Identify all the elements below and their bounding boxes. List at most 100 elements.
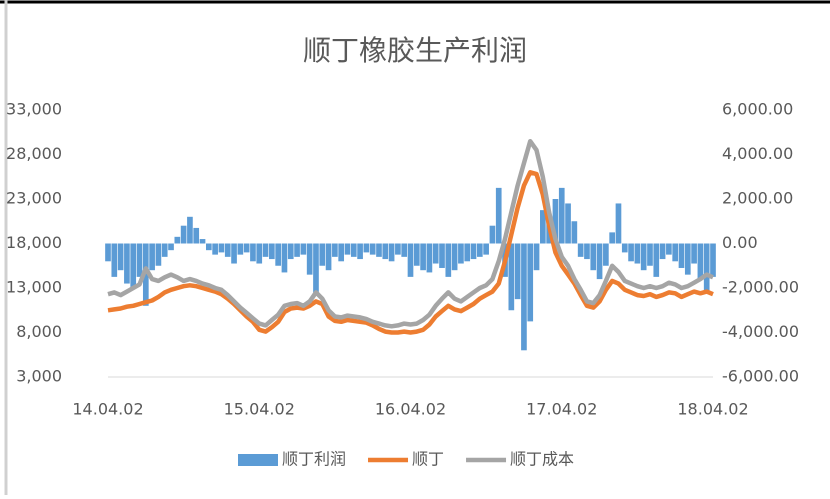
bar: [256, 243, 263, 264]
bar: [105, 243, 111, 262]
bar: [388, 243, 395, 262]
y-tick-label: 3,000: [16, 367, 62, 386]
bar: [325, 243, 332, 271]
bar: [489, 225, 496, 244]
bar: [571, 221, 578, 244]
line: [107, 170, 714, 335]
bar: [344, 243, 351, 255]
bar: [710, 243, 716, 277]
y-tick-label: 23,000: [6, 189, 62, 208]
y2-tick-label: 4,000.00: [722, 144, 793, 163]
bar: [117, 243, 124, 271]
bar: [281, 243, 288, 273]
bar: [231, 243, 237, 264]
legend-label: 顺丁成本: [510, 450, 574, 469]
bar: [199, 239, 206, 244]
bar: [401, 243, 408, 257]
bar: [615, 203, 622, 244]
bar: [552, 199, 559, 244]
bar: [521, 243, 527, 351]
bar: [426, 243, 433, 273]
y2-tick-label: 2,000.00: [722, 189, 793, 208]
bar: [451, 243, 458, 271]
bar: [363, 243, 370, 253]
bar: [407, 243, 414, 277]
bar: [634, 243, 641, 264]
x-tick-label: 18.04.02: [677, 400, 748, 419]
bar: [590, 243, 597, 271]
bar: [653, 243, 660, 277]
bar: [136, 243, 143, 277]
bar: [319, 243, 326, 266]
bar: [577, 243, 584, 257]
bar: [262, 243, 269, 257]
y2-tick-label: -6,000.00: [722, 367, 799, 386]
legend-label: 顺丁利润: [282, 450, 346, 469]
bar: [527, 243, 534, 322]
x-tick-label: 14.04.02: [72, 400, 143, 419]
bar: [495, 187, 502, 244]
bar: [269, 243, 275, 260]
bar: [628, 243, 634, 262]
bar: [565, 203, 571, 244]
bar: [205, 243, 212, 251]
bar: [313, 243, 319, 293]
bar: [470, 243, 477, 260]
bar: [666, 243, 672, 255]
bar: [395, 243, 401, 255]
y-tick-label: 33,000: [6, 100, 62, 119]
bar: [250, 243, 256, 262]
bar: [621, 243, 628, 253]
bar: [458, 243, 464, 264]
y2-tick-label: 0.00: [722, 233, 758, 252]
bar: [508, 243, 515, 311]
bar: [609, 232, 616, 244]
bar: [193, 227, 200, 244]
bar: [596, 243, 603, 280]
bar: [243, 243, 250, 253]
bar: [439, 243, 445, 268]
y-tick-label: 28,000: [6, 144, 62, 163]
bar: [369, 243, 376, 255]
bar: [697, 243, 704, 280]
bar: [659, 243, 666, 260]
bar: [180, 225, 187, 244]
y-tick-label: 13,000: [6, 278, 62, 297]
bar: [413, 243, 420, 266]
bar: [224, 243, 231, 257]
bar: [691, 243, 697, 264]
bar: [464, 243, 471, 262]
bar: [124, 243, 130, 284]
bar: [357, 243, 363, 260]
bar: [161, 243, 168, 257]
legend-label: 顺丁: [412, 450, 444, 469]
bar: [350, 243, 357, 257]
bar: [338, 243, 345, 262]
y2-tick-label: 6,000.00: [722, 100, 793, 119]
bar: [476, 243, 483, 257]
y-tick-label: 18,000: [6, 233, 62, 252]
bar: [672, 243, 679, 262]
bar: [432, 243, 439, 264]
bar: [376, 243, 382, 257]
bar: [155, 243, 162, 266]
bar: [684, 243, 691, 275]
bar: [640, 243, 647, 271]
bar: [533, 243, 540, 271]
bar: [332, 243, 338, 257]
bar: [445, 243, 452, 277]
y2-tick-label: -2,000.00: [722, 278, 799, 297]
bar: [382, 243, 389, 260]
bar: [287, 243, 294, 260]
bar: [142, 243, 149, 306]
bar: [678, 243, 685, 268]
bar: [237, 243, 244, 255]
bar: [111, 243, 118, 277]
y2-tick-label: -4,000.00: [722, 322, 799, 341]
bar: [168, 243, 174, 251]
line: [107, 138, 714, 329]
bar: [275, 243, 281, 266]
bar: [483, 243, 489, 255]
x-tick-label: 17.04.02: [526, 400, 597, 419]
